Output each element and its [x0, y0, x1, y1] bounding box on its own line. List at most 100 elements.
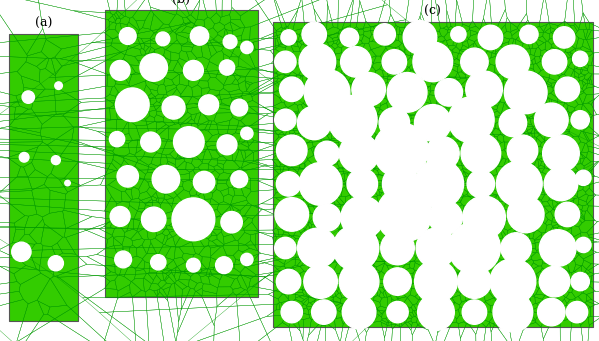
Circle shape	[403, 21, 437, 54]
Circle shape	[451, 27, 466, 42]
Circle shape	[298, 228, 337, 268]
Circle shape	[193, 172, 215, 193]
Circle shape	[22, 91, 35, 103]
Circle shape	[490, 259, 536, 305]
Circle shape	[199, 95, 219, 115]
Circle shape	[458, 265, 491, 298]
Circle shape	[415, 105, 451, 141]
Circle shape	[117, 166, 138, 187]
Circle shape	[304, 265, 337, 298]
Circle shape	[573, 51, 588, 66]
Circle shape	[461, 48, 488, 76]
Circle shape	[566, 301, 588, 323]
Circle shape	[280, 77, 304, 102]
Bar	[9, 34, 78, 321]
Circle shape	[223, 35, 237, 49]
Circle shape	[520, 25, 538, 44]
Circle shape	[347, 169, 377, 199]
Circle shape	[49, 256, 63, 271]
Circle shape	[141, 207, 166, 232]
Circle shape	[231, 99, 247, 116]
Circle shape	[183, 60, 203, 80]
Circle shape	[140, 54, 168, 81]
Circle shape	[576, 237, 591, 253]
Circle shape	[340, 28, 359, 47]
Circle shape	[151, 255, 166, 270]
Circle shape	[241, 41, 253, 54]
Circle shape	[241, 127, 253, 139]
Circle shape	[504, 71, 547, 114]
Circle shape	[435, 79, 462, 106]
Circle shape	[466, 71, 503, 108]
Circle shape	[534, 103, 568, 137]
Circle shape	[555, 77, 580, 102]
Circle shape	[275, 237, 296, 259]
Circle shape	[373, 123, 428, 178]
Circle shape	[499, 109, 527, 137]
Circle shape	[19, 152, 29, 162]
Circle shape	[462, 300, 486, 324]
Circle shape	[478, 25, 503, 50]
Circle shape	[315, 141, 339, 166]
Circle shape	[300, 163, 342, 205]
Circle shape	[119, 28, 136, 44]
Circle shape	[507, 135, 538, 166]
Circle shape	[497, 161, 542, 207]
Text: (a): (a)	[35, 17, 52, 30]
Circle shape	[110, 60, 130, 80]
Circle shape	[275, 51, 296, 73]
Circle shape	[576, 170, 591, 186]
Circle shape	[384, 268, 412, 295]
Circle shape	[341, 196, 383, 239]
Circle shape	[172, 198, 215, 241]
Circle shape	[333, 225, 379, 271]
Circle shape	[304, 70, 350, 115]
Circle shape	[448, 97, 494, 143]
Circle shape	[341, 47, 371, 77]
Circle shape	[52, 155, 60, 165]
Circle shape	[65, 180, 70, 186]
Circle shape	[376, 187, 431, 242]
Circle shape	[190, 27, 208, 45]
Circle shape	[381, 231, 415, 265]
Circle shape	[328, 95, 377, 144]
Text: (c): (c)	[424, 5, 441, 18]
Circle shape	[542, 50, 567, 74]
Circle shape	[388, 73, 427, 112]
Circle shape	[241, 253, 253, 266]
Circle shape	[496, 45, 530, 79]
Circle shape	[379, 108, 410, 138]
Circle shape	[276, 269, 301, 294]
Circle shape	[221, 211, 242, 233]
Circle shape	[12, 242, 31, 262]
Circle shape	[174, 127, 204, 157]
Circle shape	[461, 134, 501, 173]
Circle shape	[571, 111, 589, 129]
Circle shape	[281, 301, 302, 323]
Circle shape	[449, 222, 500, 274]
Circle shape	[339, 134, 379, 173]
Circle shape	[152, 165, 180, 193]
Circle shape	[553, 27, 575, 48]
Circle shape	[467, 170, 495, 198]
Circle shape	[219, 60, 235, 75]
Circle shape	[382, 166, 419, 202]
Circle shape	[186, 258, 200, 272]
Circle shape	[217, 135, 237, 155]
Circle shape	[116, 88, 149, 121]
Circle shape	[313, 204, 341, 231]
Circle shape	[544, 167, 578, 201]
Circle shape	[141, 132, 161, 152]
Circle shape	[299, 44, 335, 80]
Circle shape	[162, 96, 185, 119]
Circle shape	[382, 50, 407, 74]
Circle shape	[571, 272, 589, 291]
Circle shape	[311, 300, 336, 324]
Circle shape	[507, 196, 544, 233]
Circle shape	[493, 292, 533, 332]
Circle shape	[281, 30, 296, 45]
Circle shape	[413, 42, 453, 82]
Circle shape	[352, 73, 386, 106]
Circle shape	[276, 172, 301, 196]
Circle shape	[216, 257, 232, 273]
